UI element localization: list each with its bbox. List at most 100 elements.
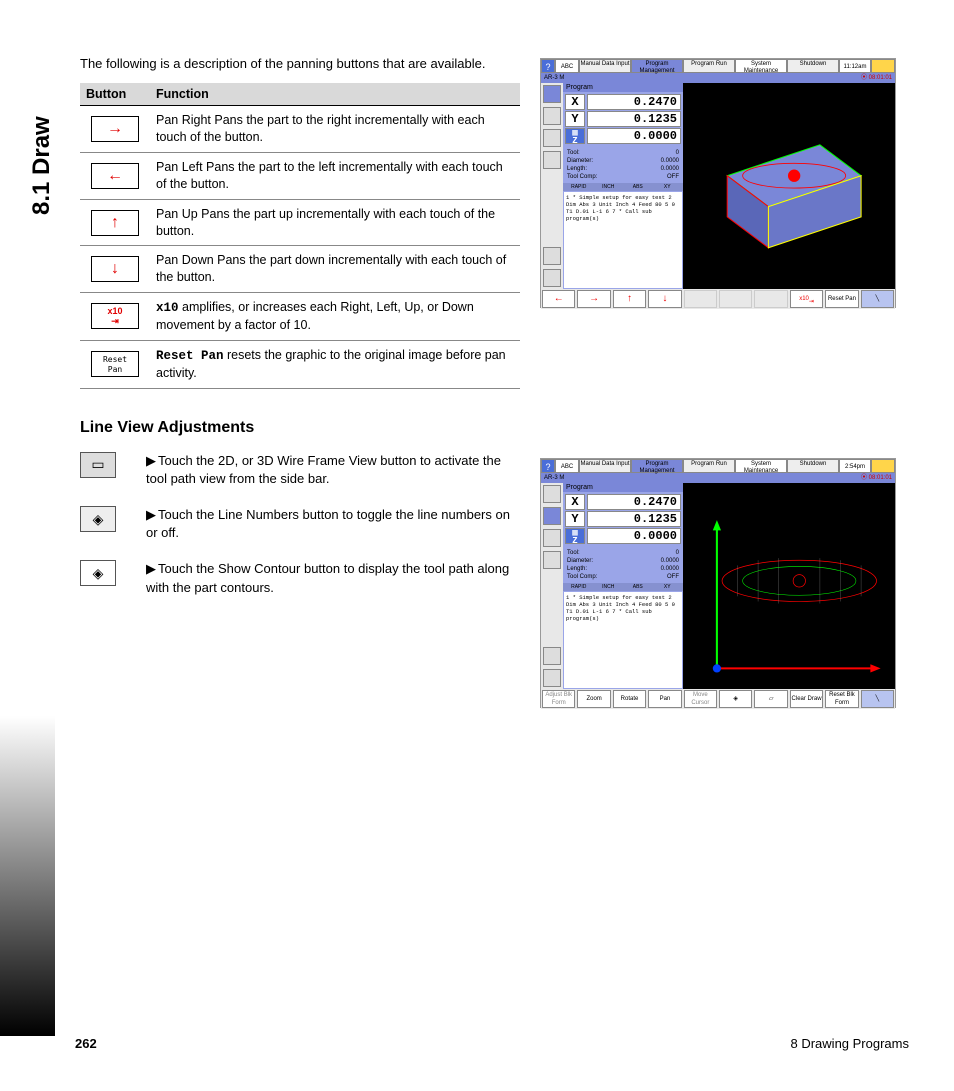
l2tool-3[interactable] <box>543 529 561 547</box>
l2tool-4[interactable] <box>543 551 561 569</box>
tab-mdi-2[interactable]: Manual Data Input <box>579 459 631 473</box>
line-view-heading: Line View Adjustments <box>80 419 520 437</box>
z-label-2: ▦Z <box>565 528 585 544</box>
tool-info: Tool:0 Diameter:0.0000 Length:0.0000 Too… <box>563 147 683 183</box>
intro-text: The following is a description of the pa… <box>80 55 520 73</box>
program-code: 1 * Simple setup for easy test 2 Dim Abs… <box>564 192 682 288</box>
reset-pan-desc: Reset Pan resets the graphic to the orig… <box>150 340 520 388</box>
rotate-btn[interactable]: Rotate <box>613 690 646 708</box>
mode-bar: RAPIDINCHABSXY <box>563 183 683 191</box>
y-value-2: 0.1235 <box>587 511 681 527</box>
ltool-1[interactable] <box>543 85 561 103</box>
status-lights <box>871 59 895 73</box>
tab-program-mgmt[interactable]: Program Management <box>631 59 683 73</box>
pan-right-desc: Pan Right Pans the part to the right inc… <box>150 106 520 153</box>
2d-viewport[interactable] <box>683 483 895 689</box>
mode-bar-2: RAPIDINCHABSXY <box>563 583 683 591</box>
pan-down-desc: Pan Down Pans the part down incrementall… <box>150 246 520 293</box>
ltool-2[interactable] <box>543 107 561 125</box>
pan-up-btn[interactable]: ↑ <box>613 290 646 308</box>
pan-left-btn[interactable]: ← <box>542 290 575 308</box>
y-label-2: Y <box>565 511 585 527</box>
pan-down-icon: ↓ <box>91 256 139 282</box>
bullet-3: ▶Touch the Show Contour button to displa… <box>146 560 520 596</box>
reset-pan-icon: ResetPan <box>91 351 139 377</box>
x10-icon: x10⇥ <box>91 303 139 329</box>
move-cursor-btn[interactable]: Move Cursor <box>684 690 717 708</box>
tab-shutdown[interactable]: Shutdown <box>787 59 839 73</box>
l2tool-1[interactable] <box>543 485 561 503</box>
tab-system-maint[interactable]: System Maintenance <box>735 59 787 73</box>
pan-right-icon: → <box>91 116 139 142</box>
z-value-2: 0.0000 <box>587 528 681 544</box>
view-btn[interactable]: ╲ <box>861 290 894 308</box>
ltool-6[interactable] <box>543 269 561 287</box>
l2tool-5[interactable] <box>543 647 561 665</box>
line-numbers-icon: ◈ <box>80 506 116 532</box>
program-code-2: 1 * Simple setup for easy test 2 Dim Abs… <box>564 592 682 688</box>
x-label-2: X <box>565 494 585 510</box>
timer-2: ⦿ 08:01:01 <box>861 473 892 483</box>
l2tool-6[interactable] <box>543 669 561 687</box>
help-button[interactable]: ? <box>541 59 555 73</box>
pan-up-desc: Pan Up Pans the part up incrementally wi… <box>150 199 520 246</box>
z-value: 0.0000 <box>587 128 681 144</box>
pan-left-icon: ← <box>91 163 139 189</box>
contour-btn[interactable]: ◈ <box>719 690 752 708</box>
program-header: Program <box>563 83 683 92</box>
adjust-blk-btn[interactable]: Adjust Blk Form <box>542 690 575 708</box>
tab-mdi[interactable]: Manual Data Input <box>579 59 631 73</box>
page-number: 262 <box>75 1036 97 1051</box>
tab-system-maint-2[interactable]: System Maintenance <box>735 459 787 473</box>
col-function: Function <box>150 83 520 106</box>
y-value: 0.1235 <box>587 111 681 127</box>
pan-down-btn[interactable]: ↓ <box>648 290 681 308</box>
bullet-2: ▶Touch the Line Numbers button to toggle… <box>146 506 520 542</box>
clock: 11:12am <box>839 59 871 73</box>
pan-up-icon: ↑ <box>91 210 139 236</box>
zoom-btn[interactable]: Zoom <box>577 690 610 708</box>
x10-desc: x10 amplifies, or increases each Right, … <box>150 293 520 341</box>
help-button-2[interactable]: ? <box>541 459 555 473</box>
ltool-5[interactable] <box>543 247 561 265</box>
page-edge-gradient <box>0 716 55 1036</box>
x-label: X <box>565 94 585 110</box>
abc-button-2[interactable]: ABC <box>555 459 579 473</box>
clock-2: 2:54pm <box>839 459 871 473</box>
iso-btn[interactable]: ▱ <box>754 690 787 708</box>
show-contour-icon: ◈ <box>80 560 116 586</box>
x-value-2: 0.2470 <box>587 494 681 510</box>
x10-btn[interactable]: x10⇥ <box>790 290 823 308</box>
machine-id: AR-3 M <box>544 73 564 83</box>
ltool-4[interactable] <box>543 151 561 169</box>
tool-info-2: Tool:0 Diameter:0.0000 Length:0.0000 Too… <box>563 547 683 583</box>
reset-pan-btn[interactable]: Reset Pan <box>825 290 858 308</box>
pan-buttons-table: Button Function → Pan Right Pans the par… <box>80 83 520 389</box>
pan-btn[interactable]: Pan <box>648 690 681 708</box>
tab-program-run[interactable]: Program Run <box>683 59 735 73</box>
col-button: Button <box>80 83 150 106</box>
pan-right-btn[interactable]: → <box>577 290 610 308</box>
program-header-2: Program <box>563 483 683 492</box>
machine-id-2: AR-3 M <box>544 473 564 483</box>
abc-button[interactable]: ABC <box>555 59 579 73</box>
tab-program-run-2[interactable]: Program Run <box>683 459 735 473</box>
section-title: 8.1 Draw <box>28 116 56 215</box>
clear-draw-btn[interactable]: Clear Draw <box>790 690 823 708</box>
screenshot-2d-view: ? ABC Manual Data Input Program Manageme… <box>540 458 896 708</box>
status-lights-2 <box>871 459 895 473</box>
left-toolbar-2 <box>541 483 563 689</box>
chapter-name: 8 Drawing Programs <box>791 1036 910 1051</box>
l2tool-2[interactable] <box>543 507 561 525</box>
3d-viewport[interactable] <box>683 83 895 289</box>
view-btn-2[interactable]: ╲ <box>861 690 894 708</box>
z-label: ▦Z <box>565 128 585 144</box>
screenshot-3d-view: ? ABC Manual Data Input Program Manageme… <box>540 58 896 308</box>
tab-program-mgmt-2[interactable]: Program Management <box>631 459 683 473</box>
left-toolbar <box>541 83 563 289</box>
ltool-3[interactable] <box>543 129 561 147</box>
wireframe-icon: ▭ <box>80 452 116 478</box>
reset-blk-btn[interactable]: Reset Blk Form <box>825 690 858 708</box>
tab-shutdown-2[interactable]: Shutdown <box>787 459 839 473</box>
x-value: 0.2470 <box>587 94 681 110</box>
